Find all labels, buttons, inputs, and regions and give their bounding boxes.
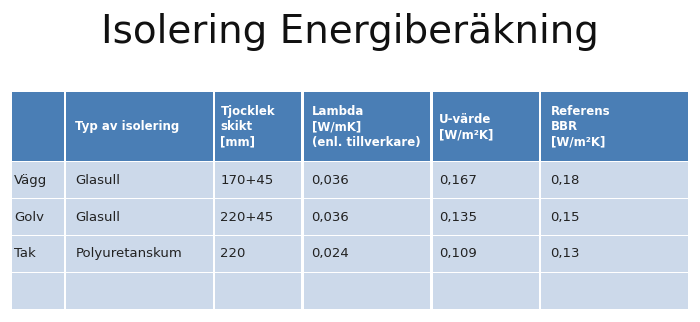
Bar <box>66 162 213 198</box>
Text: 0,135: 0,135 <box>439 211 477 223</box>
Text: Tak: Tak <box>14 247 36 260</box>
Text: Vägg: Vägg <box>14 174 48 187</box>
Text: 0,167: 0,167 <box>439 174 477 187</box>
Text: 0,18: 0,18 <box>551 174 580 187</box>
Bar <box>541 236 689 272</box>
Bar <box>216 92 302 161</box>
Text: 220+45: 220+45 <box>220 211 274 223</box>
Bar <box>304 92 430 161</box>
Bar <box>216 199 302 235</box>
Text: U-värde
[W/m²K]: U-värde [W/m²K] <box>439 112 493 141</box>
Text: Isolering Energiberäkning: Isolering Energiberäkning <box>101 13 599 51</box>
Text: Glasull: Glasull <box>76 211 120 223</box>
Text: Typ av isolering: Typ av isolering <box>76 120 179 133</box>
Text: 0,15: 0,15 <box>551 211 580 223</box>
Bar <box>541 162 689 198</box>
Bar <box>304 273 430 308</box>
Text: Polyuretanskum: Polyuretanskum <box>76 247 182 260</box>
Text: 0,036: 0,036 <box>312 211 349 223</box>
Bar <box>216 236 302 272</box>
Bar <box>216 162 302 198</box>
Bar <box>433 199 539 235</box>
Text: 0,036: 0,036 <box>312 174 349 187</box>
Bar <box>433 162 539 198</box>
Bar <box>66 236 213 272</box>
Bar <box>66 199 213 235</box>
Bar <box>541 199 689 235</box>
Bar <box>433 92 539 161</box>
Text: Lambda
[W/mK]
(enl. tillverkare): Lambda [W/mK] (enl. tillverkare) <box>312 105 420 149</box>
Bar <box>541 273 689 308</box>
Bar <box>11 273 64 308</box>
Text: 170+45: 170+45 <box>220 174 274 187</box>
Bar <box>433 236 539 272</box>
Bar <box>304 162 430 198</box>
Bar <box>541 92 689 161</box>
Bar <box>66 273 213 308</box>
Bar <box>304 236 430 272</box>
Text: Referens
BBR
[W/m²K]: Referens BBR [W/m²K] <box>551 105 610 149</box>
Bar <box>66 92 213 161</box>
Text: Golv: Golv <box>14 211 44 223</box>
Bar <box>216 273 302 308</box>
Text: Glasull: Glasull <box>76 174 120 187</box>
Text: 0,109: 0,109 <box>439 247 477 260</box>
Bar <box>11 199 64 235</box>
Text: 0,13: 0,13 <box>551 247 580 260</box>
Text: 220: 220 <box>220 247 246 260</box>
Bar <box>433 273 539 308</box>
Bar <box>11 236 64 272</box>
Bar <box>11 162 64 198</box>
Text: Tjocklek
skikt
[mm]: Tjocklek skikt [mm] <box>220 105 275 149</box>
Text: 0,024: 0,024 <box>312 247 349 260</box>
Bar <box>304 199 430 235</box>
Bar <box>11 92 64 161</box>
